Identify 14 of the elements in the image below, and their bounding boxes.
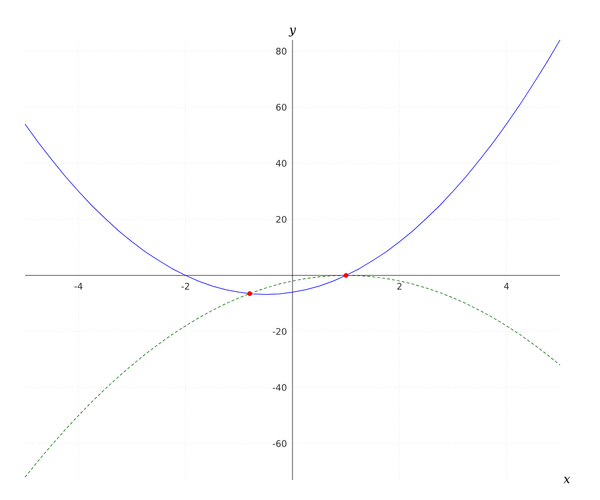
x-tick-label: 2 xyxy=(397,282,402,290)
y-axis-title: y xyxy=(288,28,296,36)
y-tick-label: 60 xyxy=(276,104,286,111)
x-axis-title: x xyxy=(564,476,570,484)
y-tick-label: -20 xyxy=(272,328,286,335)
line-series xyxy=(24,40,560,295)
y-tick-label: 80 xyxy=(276,48,286,55)
y-tick-label: -40 xyxy=(272,384,286,391)
x-tick-label: -4 xyxy=(74,282,82,290)
y-tick-label: 40 xyxy=(276,160,286,167)
y-tick-label: 20 xyxy=(276,216,286,223)
x-tick-label: 4 xyxy=(504,282,509,290)
x-tick-label: -2 xyxy=(181,282,190,290)
y-tick-label: -60 xyxy=(272,440,286,447)
